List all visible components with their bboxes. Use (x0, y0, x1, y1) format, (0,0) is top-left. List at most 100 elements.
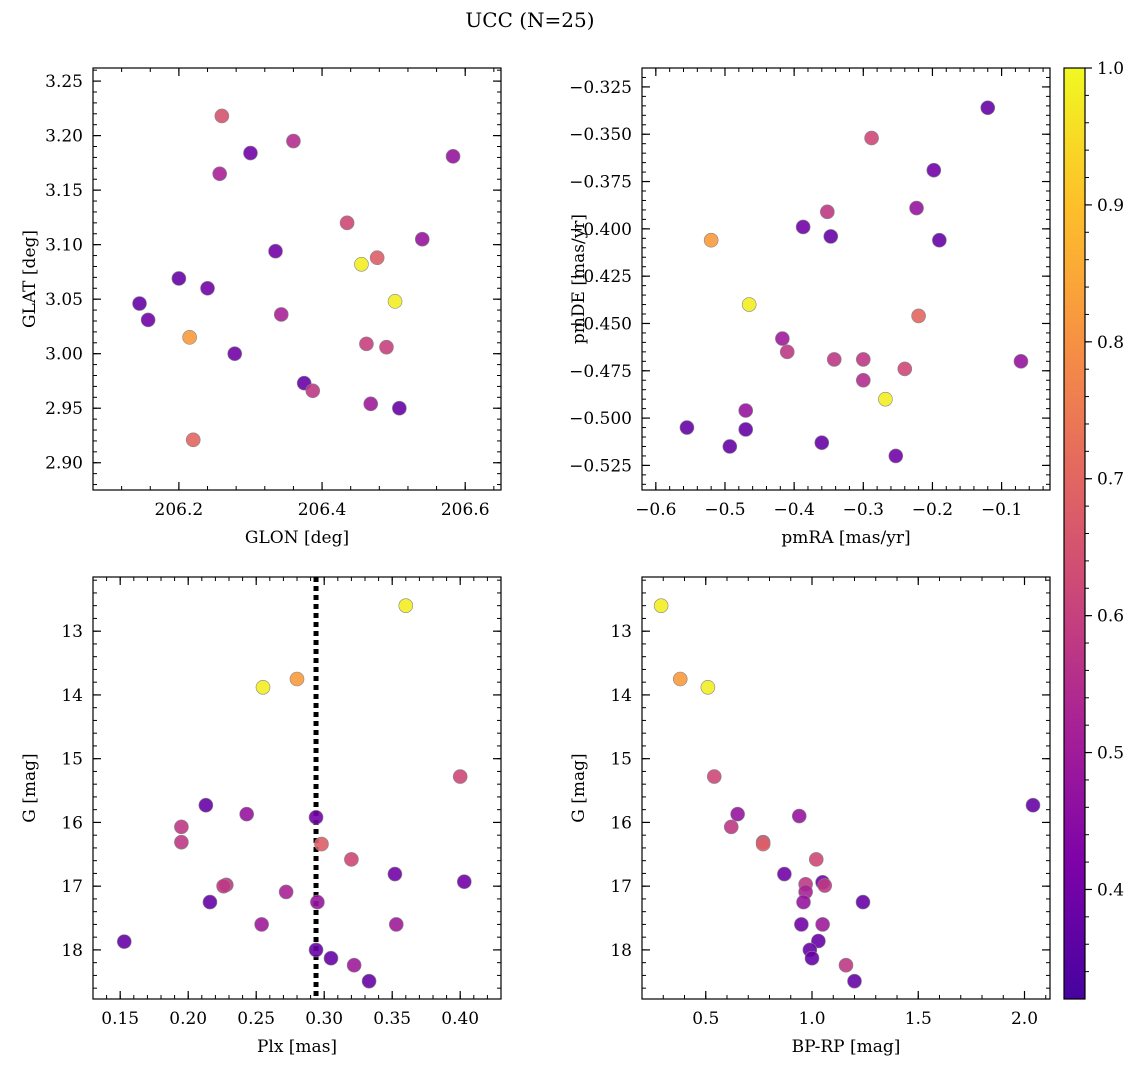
scatter-points (116, 598, 472, 989)
x-tick-label: 1.5 (905, 1009, 932, 1029)
scatter-point (738, 403, 754, 418)
x-tick-label: 1.0 (798, 1009, 825, 1029)
scatter-point (116, 934, 132, 949)
scatter-point (864, 130, 879, 146)
scatter-point (174, 834, 189, 850)
scatter-point (308, 810, 324, 825)
scatter-point (817, 878, 833, 893)
scatter-point (171, 271, 187, 286)
y-tick-label: 13 (61, 622, 83, 642)
y-axis-label: G [mag] (569, 753, 589, 822)
y-tick-label: 3.05 (45, 290, 83, 310)
scatter-point (140, 312, 156, 328)
scatter-point (174, 819, 189, 835)
subplot-pmra-pmde: −0.6 −0.5 −0.4 −0.3 −0.2 −0.1 −0.525 −0.500 −0.4… (569, 67, 1051, 548)
scatter-point (132, 296, 147, 311)
scatter-point (445, 149, 461, 164)
scatter-point (359, 336, 374, 352)
scatter-point (1013, 354, 1029, 369)
y-tick-label: −0.450 (569, 314, 632, 334)
x-tick-label: 0.5 (692, 1009, 719, 1029)
scatter-point (339, 215, 355, 231)
scatter-point (254, 917, 269, 932)
colorbar-tick-label: 0.8 (1097, 333, 1124, 353)
x-tick-label: 2.0 (1011, 1009, 1038, 1029)
scatter-point (308, 942, 324, 958)
y-tick-label: 2.90 (45, 454, 83, 474)
x-tick-label: −0.3 (843, 500, 884, 520)
colorbar: 0.4 0.5 0.6 0.7 0.8 0.9 1.0 (1063, 59, 1124, 1000)
y-tick-label: −0.425 (569, 267, 632, 287)
scatter-point (777, 866, 792, 882)
scatter-point (823, 229, 839, 244)
y-tick-label: 2.95 (45, 399, 83, 419)
scatter-point (730, 806, 745, 822)
scatter-point (200, 280, 215, 296)
x-tick-label: 206.2 (155, 500, 204, 520)
scatter-point (414, 231, 430, 247)
scatter-point (314, 836, 329, 852)
scatter-point (452, 769, 468, 784)
scatter-point (379, 339, 394, 355)
scatter-point (185, 432, 201, 448)
scatter-point (387, 294, 403, 309)
scatter-point (305, 383, 321, 399)
scatter-point (888, 448, 904, 464)
scatter-point (722, 439, 738, 454)
scatter-point (796, 894, 811, 910)
y-tick-label: 15 (610, 750, 632, 770)
scatter-point (755, 836, 771, 852)
scatter-point (1025, 797, 1041, 813)
y-tick-label: 16 (61, 813, 83, 833)
colorbar-tick-label: 0.5 (1097, 744, 1124, 764)
scatter-point (826, 352, 842, 367)
y-tick-label: −0.475 (569, 362, 632, 382)
ticks (641, 577, 1050, 999)
scatter-point (243, 145, 258, 161)
colorbar-gradient (1064, 68, 1085, 999)
scatter-point (268, 243, 283, 259)
y-axis-label: pmDE [mas/yr] (569, 214, 589, 344)
scatter-point (814, 435, 830, 450)
scatter-point (706, 769, 722, 784)
y-tick-label: 14 (61, 686, 83, 706)
y-tick-label: −0.525 (569, 456, 632, 476)
scatter-point (361, 973, 377, 989)
colorbar-tick-label: 0.9 (1097, 196, 1124, 216)
scatter-point (388, 917, 404, 932)
y-tick-label: 17 (610, 877, 632, 897)
scatter-point (310, 894, 325, 910)
y-tick-label: −0.325 (569, 78, 632, 98)
scatter-point (847, 973, 862, 989)
figure-title: UCC (N=25) (465, 8, 594, 32)
scatter-point (791, 808, 807, 824)
x-tick-label: 0.35 (373, 1009, 411, 1029)
axes-frame (92, 576, 502, 1000)
y-tick-label: 3.20 (45, 127, 83, 147)
y-tick-label: −0.400 (569, 220, 632, 240)
y-tick-label: 3.10 (45, 236, 83, 256)
x-tick-label: 206.6 (441, 500, 490, 520)
scatter-point (804, 950, 820, 966)
scatter-point (653, 598, 669, 613)
y-tick-label: −0.350 (569, 125, 632, 145)
scatter-point (723, 819, 739, 835)
scatter-point (387, 866, 403, 882)
y-tick-label: 14 (610, 686, 632, 706)
scatter-point (779, 344, 795, 360)
scatter-point (212, 166, 227, 182)
y-tick-label: 3.15 (45, 181, 83, 201)
y-tick-label: 18 (610, 941, 632, 961)
x-tick-label: 0.30 (305, 1009, 343, 1029)
scatter-point (227, 346, 243, 361)
y-tick-label: 16 (610, 813, 632, 833)
x-tick-label: −0.6 (635, 500, 676, 520)
x-axis-label: Plx [mas] (257, 1037, 337, 1057)
y-tick-label: 18 (61, 941, 83, 961)
scatter-point (278, 884, 294, 900)
scatter-point (855, 372, 871, 388)
y-tick-label: 17 (61, 877, 83, 897)
y-tick-label: −0.500 (569, 409, 632, 429)
